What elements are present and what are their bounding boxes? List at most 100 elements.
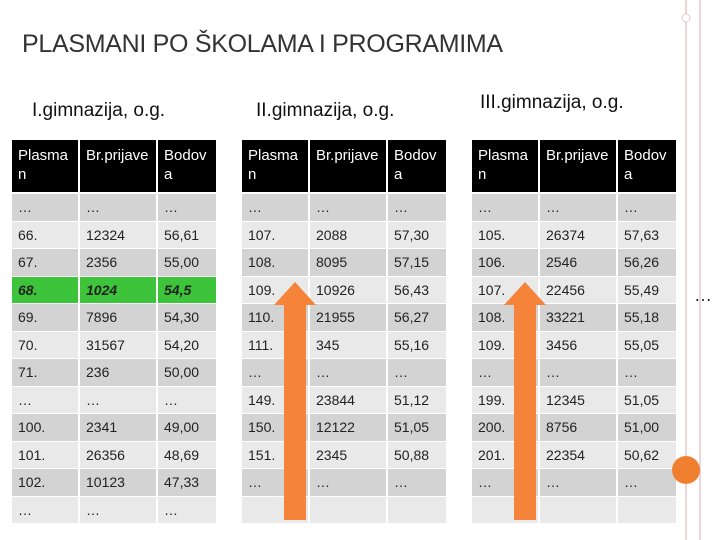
table-cell: …	[388, 469, 448, 496]
table-cell: 151.	[242, 441, 310, 468]
table-row: ………	[12, 194, 218, 222]
table-row: 111. 345 55,16	[242, 331, 448, 360]
table-cell: 201.	[472, 441, 540, 468]
table-cell: …	[242, 469, 310, 496]
table-cell: 2356	[80, 249, 158, 276]
table-cell: 106.	[472, 249, 540, 276]
table-cell: 50,00	[158, 359, 218, 386]
table-row: 109. 3456 55,05	[472, 331, 678, 360]
table-cell: …	[388, 359, 448, 386]
table-cell: 10123	[80, 469, 158, 496]
table-cell: 200.	[472, 414, 540, 441]
table-row: 68. 1024 54,5	[12, 276, 218, 305]
table-cell: 56,61	[158, 221, 218, 248]
table-row: 105. 26374 57,63	[472, 221, 678, 250]
table-cell: 102.	[12, 469, 80, 496]
table-cell: 55,05	[618, 331, 678, 358]
table-cell: 108.	[472, 304, 540, 331]
table-cell	[472, 496, 540, 523]
table-cell: 199.	[472, 386, 540, 413]
table-cell	[310, 496, 388, 523]
table-row: 199. 12345 51,05	[472, 386, 678, 415]
table-cell: 2341	[80, 414, 158, 441]
table-cell: 8756	[540, 414, 618, 441]
header-row: Plasman Br.prijave Bodova	[12, 140, 218, 192]
table-row	[472, 496, 678, 525]
table-cell: 57,63	[618, 221, 678, 248]
table-row: 67. 2356 55,00	[12, 249, 218, 277]
table-row: ………	[472, 469, 678, 497]
table-row: ………	[472, 194, 678, 222]
table-cell: 108.	[242, 249, 310, 276]
table-cell: 100.	[12, 414, 80, 441]
table-row: 70. 31567 54,20	[12, 331, 218, 360]
table-cell: …	[618, 194, 678, 221]
header-cell: Plasman	[12, 140, 80, 192]
table-cell	[618, 496, 678, 523]
table-row: ………	[472, 359, 678, 387]
table-cell: …	[310, 469, 388, 496]
table-cell: …	[12, 194, 80, 221]
table-cell: 1024	[80, 276, 158, 303]
header-cell: Bodova	[618, 140, 678, 192]
table-cell: 51,12	[388, 386, 448, 413]
table-cell: 111.	[242, 331, 310, 358]
table-cell: …	[12, 496, 80, 523]
table-cell: …	[80, 386, 158, 413]
header-cell: Bodova	[388, 140, 448, 192]
table-cell: 51,05	[618, 386, 678, 413]
table-cell: 107.	[472, 276, 540, 303]
table-cell: 55,00	[158, 249, 218, 276]
table-cell: 55,49	[618, 276, 678, 303]
table-cell: 56,26	[618, 249, 678, 276]
table-cell: 66.	[12, 221, 80, 248]
table-row: 106. 2546 56,26	[472, 249, 678, 277]
table-cell: 26374	[540, 221, 618, 248]
table-cell: …	[618, 469, 678, 496]
table-cell: 26356	[80, 441, 158, 468]
table-cell: …	[80, 496, 158, 523]
header-row: Plasman Br.prijave Bodova	[472, 140, 678, 192]
slide-title: PLASMANI PO ŠKOLAMA I PROGRAMIMA	[22, 30, 503, 58]
table-cell: …	[540, 359, 618, 386]
table-cell: …	[618, 359, 678, 386]
table-cell: 67.	[12, 249, 80, 276]
table-cell: 109.	[242, 276, 310, 303]
table-row: 71. 236 50,00	[12, 359, 218, 387]
table-cell: 2345	[310, 441, 388, 468]
table-row: 69. 7896 54,30	[12, 304, 218, 332]
table-row: 110. 21955 56,27	[242, 304, 448, 332]
table-cell: 31567	[80, 331, 158, 358]
table-cell: 21955	[310, 304, 388, 331]
table-cell: …	[80, 194, 158, 221]
decor-dot	[681, 13, 691, 23]
table-cell: 23844	[310, 386, 388, 413]
table-cell: 12324	[80, 221, 158, 248]
table-cell: 7896	[80, 304, 158, 331]
table-cell: …	[472, 359, 540, 386]
table-cell: 56,27	[388, 304, 448, 331]
table-row: ………	[12, 386, 218, 415]
table-cell: 236	[80, 359, 158, 386]
table-row: 107. 22456 55,49	[472, 276, 678, 305]
table-cell: …	[472, 194, 540, 221]
table-cell: 57,30	[388, 221, 448, 248]
table-cell: …	[540, 469, 618, 496]
table-cell: 54,5	[158, 276, 218, 303]
table-cell: …	[310, 359, 388, 386]
table-cell: 107.	[242, 221, 310, 248]
table-cell: 50,62	[618, 441, 678, 468]
table-cell: 2546	[540, 249, 618, 276]
table-cell: 69.	[12, 304, 80, 331]
table-subtitle: I.gimnazija, o.g.	[32, 100, 166, 121]
header-cell: Br.prijave	[540, 140, 618, 192]
table-cell: 57,15	[388, 249, 448, 276]
table-cell: 149.	[242, 386, 310, 413]
table-row: 66. 12324 56,61	[12, 221, 218, 250]
table-cell: 150.	[242, 414, 310, 441]
table-cell: 47,33	[158, 469, 218, 496]
table-cell: 33221	[540, 304, 618, 331]
table-cell: 49,00	[158, 414, 218, 441]
table-row: 200. 8756 51,00	[472, 414, 678, 442]
side-note: …	[694, 285, 712, 305]
